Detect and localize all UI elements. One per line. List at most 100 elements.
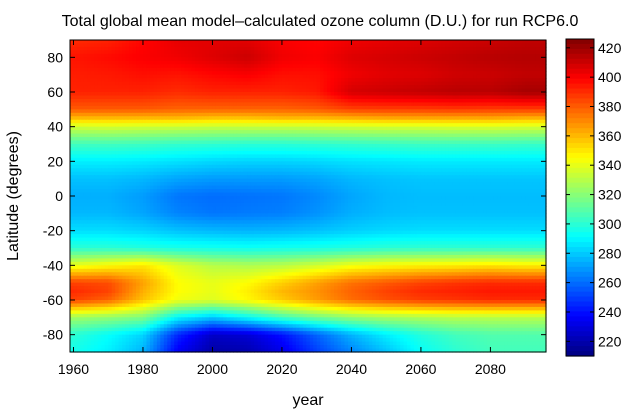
heatmap-cell [215,157,220,162]
heatmap-cell [73,85,78,90]
heatmap-cell [368,46,373,51]
heatmap-cell [80,78,85,83]
heatmap-cell [115,119,120,124]
heatmap-cell [438,137,443,142]
heatmap-cell [87,40,92,45]
heatmap-cell [441,50,446,55]
heatmap-cell [188,164,193,169]
heatmap-cell [142,53,148,58]
heatmap-cell [434,88,439,93]
heatmap-cell [372,150,377,155]
heatmap-cell [125,50,130,55]
heatmap-cell [466,74,471,79]
heatmap-cell [212,40,217,45]
heatmap-cell [413,60,419,65]
heatmap-cell [108,130,113,135]
heatmap-cell [76,64,82,69]
heatmap-cell [514,109,519,114]
heatmap-cell [70,43,75,48]
heatmap-cell [306,60,311,65]
heatmap-cell [111,67,116,72]
heatmap-cell [299,126,304,131]
heatmap-cell [389,123,394,128]
heatmap-cell [243,40,248,45]
heatmap-cell [132,60,137,65]
heatmap-cell [452,71,457,76]
heatmap-cell [393,60,398,65]
heatmap-cell [233,112,238,117]
heatmap-cell [177,85,182,90]
heatmap-cell [438,50,443,55]
heatmap-cell [323,88,328,93]
heatmap-cell [518,40,523,45]
heatmap-cell [438,85,443,90]
heatmap-cell [247,64,252,69]
heatmap-cell [493,85,498,90]
heatmap-cell [316,67,321,72]
heatmap-cell [222,53,227,58]
heatmap-cell [188,43,193,48]
heatmap-cell [413,98,419,103]
heatmap-cell [347,40,353,45]
heatmap-cell [497,105,502,110]
heatmap-cell [160,144,165,149]
heatmap-cell [341,137,346,142]
heatmap-cell [441,126,446,131]
heatmap-cell [149,112,154,117]
heatmap-cell [368,50,373,55]
heatmap-cell [354,140,359,145]
heatmap-cell [111,46,116,51]
heatmap-cell [94,164,99,169]
heatmap-cell [198,67,203,72]
heatmap-cell [330,102,335,107]
heatmap-cell [379,102,384,107]
heatmap-cell [389,78,394,83]
heatmap-cell [337,109,342,114]
heatmap-cell [122,109,127,114]
heatmap-cell [122,102,127,107]
heatmap-cell [156,105,161,110]
heatmap-cell [90,67,95,72]
heatmap-cell [389,133,394,138]
heatmap-cell [215,43,220,48]
heatmap-cell [90,88,95,93]
heatmap-cell [170,50,175,55]
heatmap-cell [226,164,231,169]
heatmap-cell [438,57,443,62]
heatmap-cell [177,150,182,155]
heatmap-cell [358,53,363,58]
heatmap-cell [344,46,349,51]
heatmap-cell [361,150,366,155]
heatmap-cell [111,57,116,62]
heatmap-cell [153,147,158,152]
heatmap-cell [334,92,339,97]
heatmap-cell [163,92,168,97]
heatmap-cell [174,130,179,135]
heatmap-cell [212,150,217,155]
heatmap-cell [507,133,512,138]
heatmap-cell [136,74,141,79]
heatmap-cell [476,123,481,128]
heatmap-cell [375,46,380,51]
heatmap-cell [198,119,203,124]
heatmap-cell [389,102,394,107]
heatmap-cell [142,71,148,76]
heatmap-cell [118,88,123,93]
heatmap-cell [70,116,75,121]
heatmap-cell [417,157,422,162]
heatmap-cell [97,105,102,110]
heatmap-cell [108,147,113,152]
heatmap-cell [302,57,307,62]
heatmap-cell [160,78,165,83]
heatmap-cell [70,67,75,72]
heatmap-cell [271,140,276,145]
heatmap-cell [452,43,457,48]
heatmap-cell [438,109,443,114]
heatmap-cell [156,133,161,138]
heatmap-cell [427,157,432,162]
heatmap-cell [299,140,304,145]
heatmap-cell [347,123,353,128]
heatmap-cell [302,126,307,131]
heatmap-cell [153,137,158,142]
heatmap-cell [431,154,436,159]
